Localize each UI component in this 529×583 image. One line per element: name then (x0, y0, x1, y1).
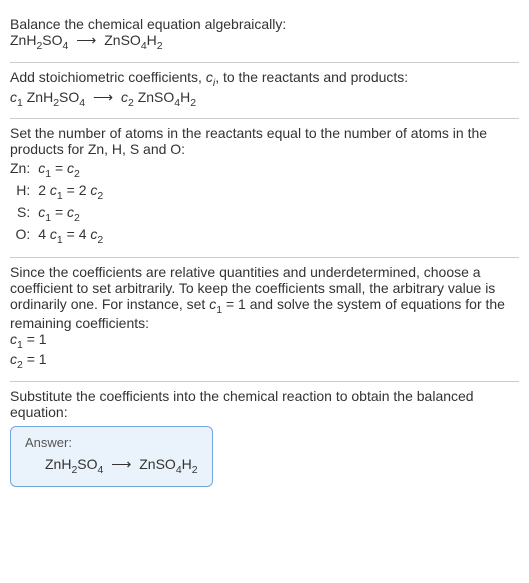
product-formula: ZnSO4H2 (139, 456, 197, 472)
arrow-icon: ⟶ (72, 32, 100, 48)
reactant-formula: ZnH2SO4 (10, 32, 68, 48)
element-label: Zn: (10, 159, 38, 181)
table-row: S: c1 = c2 (10, 203, 109, 225)
balance-eq: 2 c1 = 2 c2 (38, 181, 109, 203)
step-solve: Since the coefficients are relative quan… (10, 258, 519, 381)
arrow-icon: ⟶ (89, 89, 117, 105)
product-formula: ZnSO4H2 (104, 32, 162, 48)
balance-eq: c1 = c2 (38, 159, 109, 181)
step2-text: Set the number of atoms in the reactants… (10, 125, 519, 157)
step4-text: Substitute the coefficients into the che… (10, 388, 519, 420)
answer-equation: ZnH2SO4 ⟶ ZnSO4H2 (25, 456, 198, 476)
result-c1: c1 = 1 (10, 331, 519, 351)
element-label: O: (10, 225, 38, 247)
step-coefficients: Add stoichiometric coefficients, ci, to … (10, 63, 519, 119)
step1-equation: c1 ZnH2SO4 ⟶ c2 ZnSO4H2 (10, 89, 519, 109)
title-section: Balance the chemical equation algebraica… (10, 10, 519, 62)
table-row: Zn: c1 = c2 (10, 159, 109, 181)
title-equation: ZnH2SO4 ⟶ ZnSO4H2 (10, 32, 519, 52)
title-text: Balance the chemical equation algebraica… (10, 16, 519, 32)
balance-eq: c1 = c2 (38, 203, 109, 225)
step-substitute: Substitute the coefficients into the che… (10, 382, 519, 497)
reactant-formula: ZnH2SO4 (45, 456, 103, 472)
answer-box: Answer: ZnH2SO4 ⟶ ZnSO4H2 (10, 426, 213, 487)
result-c2: c2 = 1 (10, 351, 519, 371)
arrow-icon: ⟶ (107, 456, 135, 472)
table-row: H: 2 c1 = 2 c2 (10, 181, 109, 203)
table-row: O: 4 c1 = 4 c2 (10, 225, 109, 247)
element-label: H: (10, 181, 38, 203)
balance-eq: 4 c1 = 4 c2 (38, 225, 109, 247)
step3-text: Since the coefficients are relative quan… (10, 264, 519, 332)
atom-balance-table: Zn: c1 = c2 H: 2 c1 = 2 c2 S: c1 = c2 O:… (10, 159, 109, 246)
step1-text: Add stoichiometric coefficients, ci, to … (10, 69, 519, 89)
step-atoms: Set the number of atoms in the reactants… (10, 119, 519, 256)
answer-label: Answer: (25, 435, 198, 450)
element-label: S: (10, 203, 38, 225)
